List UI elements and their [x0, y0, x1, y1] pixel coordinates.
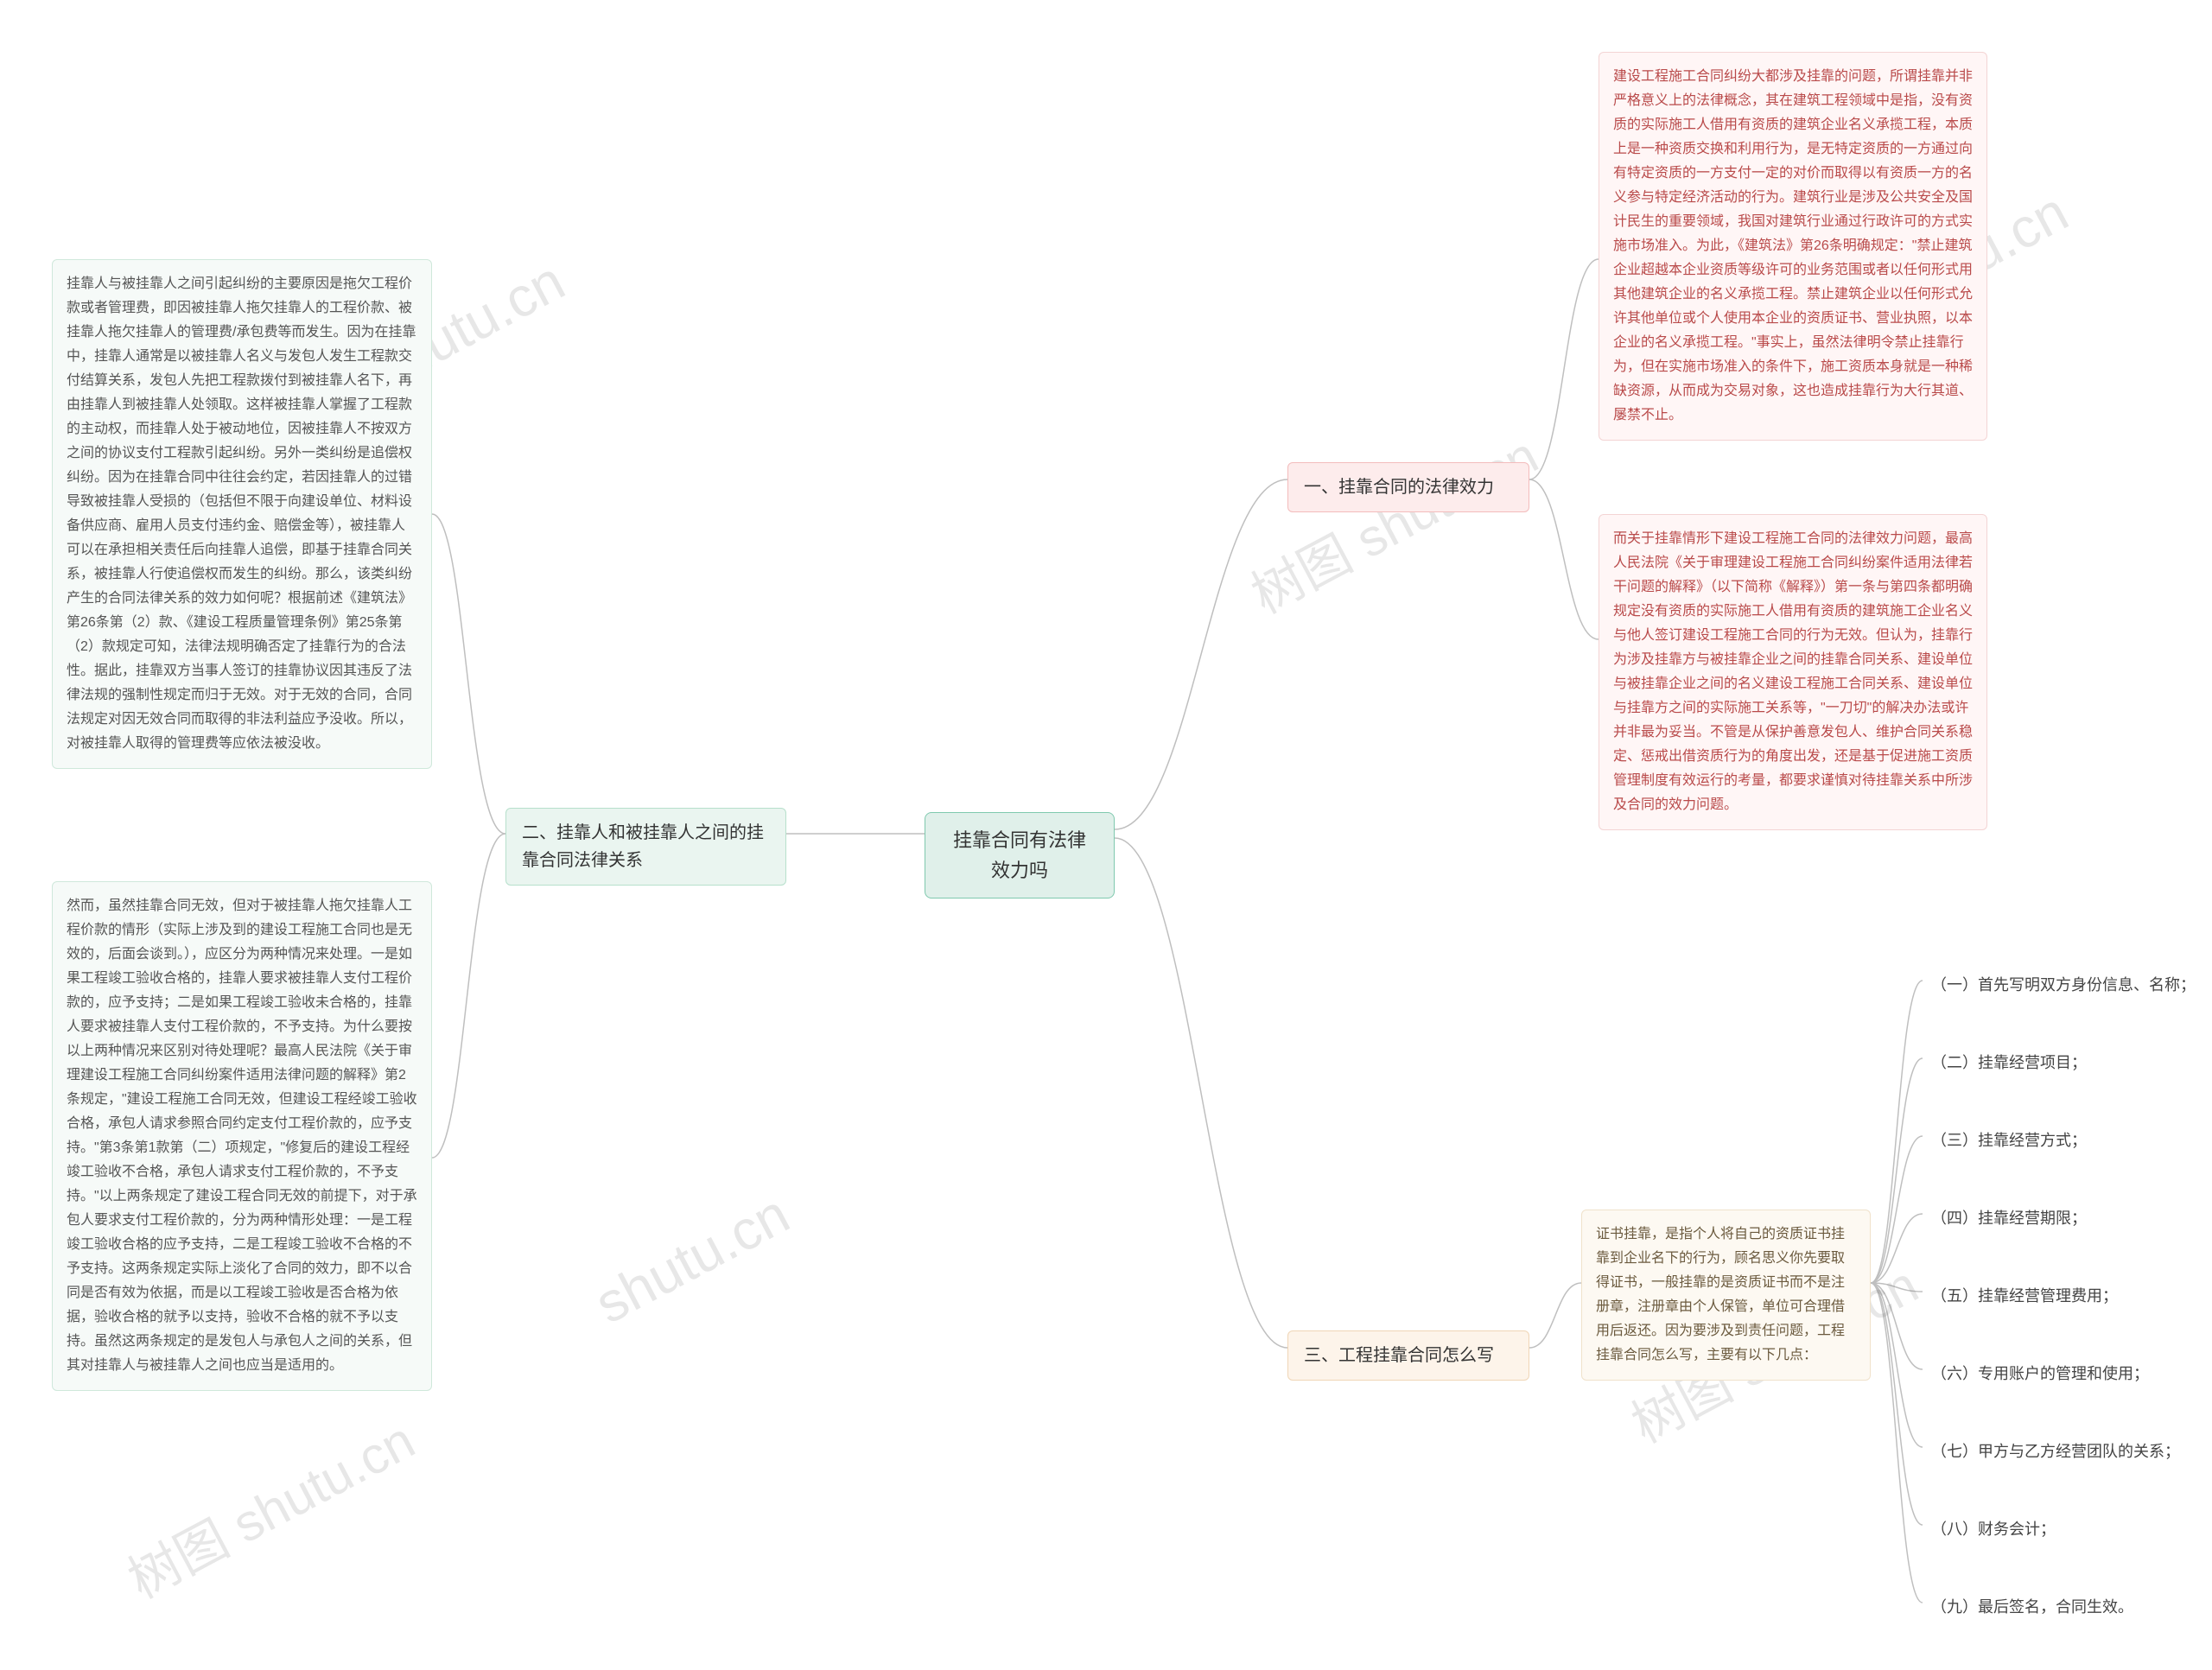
- branch-3-item-9: （九）最后签名，合同生效。: [1923, 1588, 2142, 1627]
- branch-1-leaf-2: 而关于挂靠情形下建设工程施工合同的法律效力问题，最高人民法院《关于审理建设工程施…: [1599, 514, 1987, 830]
- branch-2[interactable]: 二、挂靠人和被挂靠人之间的挂靠合同法律关系: [505, 808, 786, 886]
- branch-3-item-1: （一）首先写明双方身份信息、名称；: [1923, 966, 2204, 1005]
- watermark: 树图 shutu.cn: [113, 1400, 426, 1613]
- branch-3-intro: 证书挂靠，是指个人将自己的资质证书挂靠到企业名下的行为，顾名思义你先要取得证书，…: [1581, 1210, 1871, 1381]
- watermark: shutu.cn: [585, 1182, 799, 1337]
- watermark: 树图 shutu.cn: [1236, 415, 1549, 628]
- branch-3-item-8: （八）财务会计；: [1923, 1510, 2064, 1549]
- branch-1[interactable]: 一、挂靠合同的法律效力: [1287, 462, 1529, 512]
- branch-3-item-5: （五）挂靠经营管理费用；: [1923, 1277, 2126, 1316]
- branch-2-leaf-2: 然而，虽然挂靠合同无效，但对于被挂靠人拖欠挂靠人工程价款的情形（实际上涉及到的建…: [52, 881, 432, 1391]
- branch-2-leaf-1: 挂靠人与被挂靠人之间引起纠纷的主要原因是拖欠工程价款或者管理费，即因被挂靠人拖欠…: [52, 259, 432, 769]
- branch-1-leaf-1: 建设工程施工合同纠纷大都涉及挂靠的问题，所谓挂靠并非严格意义上的法律概念，其在建…: [1599, 52, 1987, 441]
- branch-3[interactable]: 三、工程挂靠合同怎么写: [1287, 1330, 1529, 1381]
- branch-3-item-7: （七）甲方与乙方经营团队的关系；: [1923, 1432, 2189, 1471]
- branch-3-item-3: （三）挂靠经营方式；: [1923, 1121, 2095, 1160]
- branch-3-item-2: （二）挂靠经营项目；: [1923, 1044, 2095, 1083]
- branch-3-item-6: （六）专用账户的管理和使用；: [1923, 1355, 2158, 1394]
- root-node[interactable]: 挂靠合同有法律效力吗: [925, 812, 1115, 898]
- branch-3-item-4: （四）挂靠经营期限；: [1923, 1199, 2095, 1238]
